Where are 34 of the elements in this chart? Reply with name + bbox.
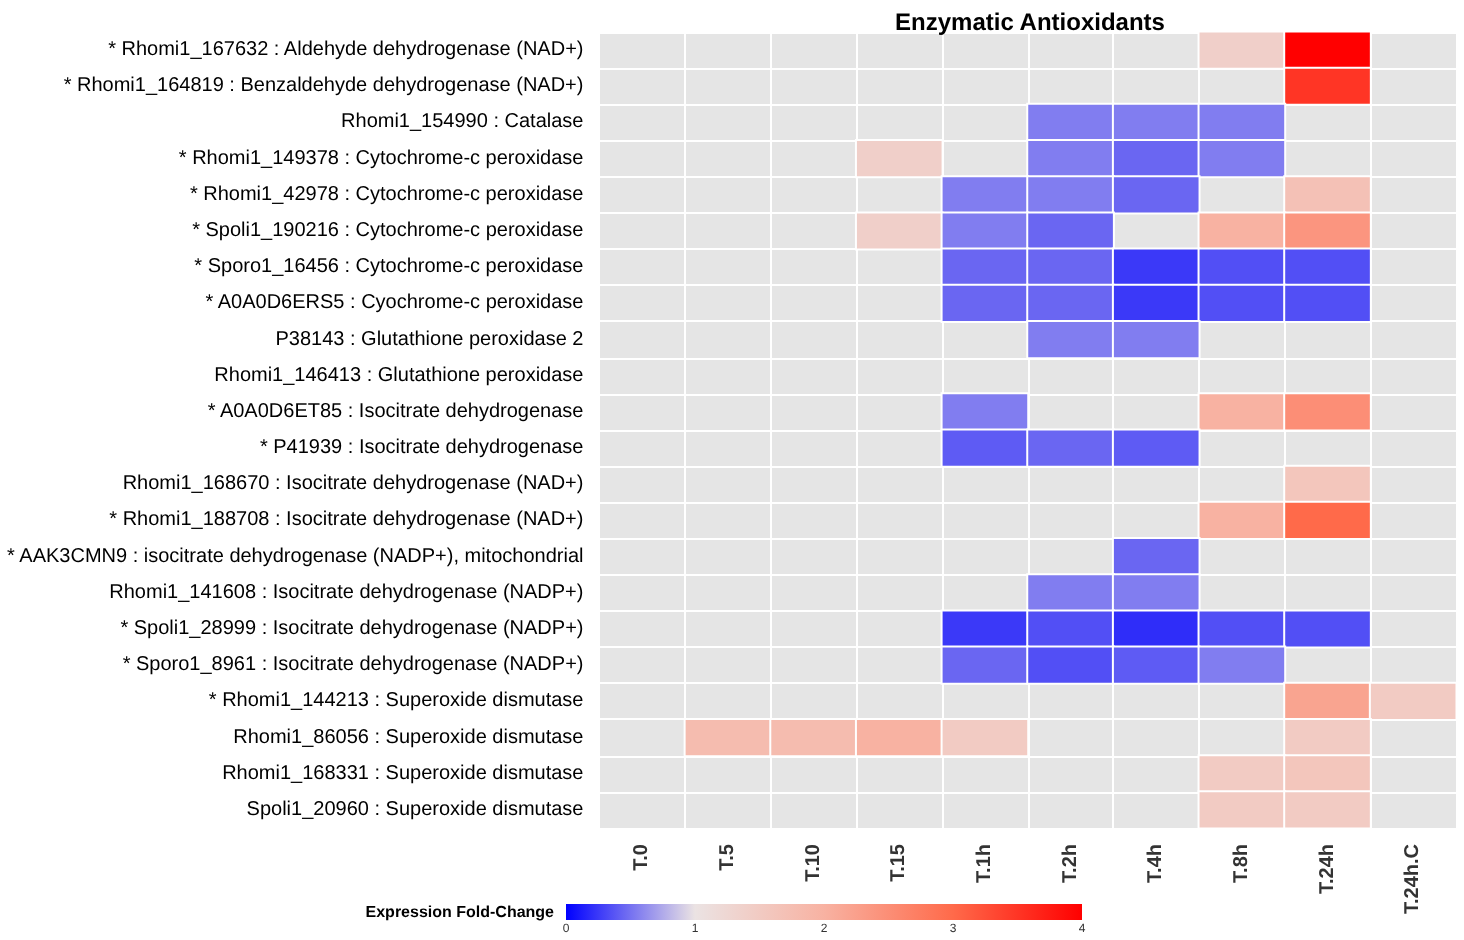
x-tick-label: T.4h [1145, 844, 1168, 883]
y-tick-label: * Rhomi1_167632 : Aldehyde dehydrogenase (NAD+) [108, 39, 584, 62]
y-tick-label: * AAK3CMN9 : isocitrate dehydrogenase (NADP+), mitochondrial [7, 545, 584, 568]
x-tick-label: T.24h [1316, 844, 1339, 895]
y-tick-label: * P41939 : Isocitrate dehydrogenase [259, 437, 585, 460]
y-tick-label: P38143 : Glutathione peroxidase 2 [275, 328, 585, 351]
y-tick-label: Rhomi1_86056 : Superoxide dismutase [233, 726, 585, 749]
y-tick-label: Rhomi1_146413 : Glutathione peroxidase [214, 364, 585, 387]
y-tick-label: * Rhomi1_149378 : Cytochrome-c peroxidase [178, 147, 585, 170]
x-tick-label: T.24h.C [1402, 844, 1425, 915]
y-tick-label: * Sporo1_8961 : Isocitrate dehydrogenase (NADP+) [122, 654, 584, 677]
color-bar-title: Expression Fold-Change [365, 903, 556, 921]
x-tick-label: T.10 [802, 843, 825, 882]
chart-title: Enzymatic Antioxidants [895, 8, 1166, 36]
x-tick-label: T.8h [1230, 844, 1253, 883]
x-tick-label: T.1h [973, 844, 996, 883]
y-tick-label: * Rhomi1_42978 : Cytochrome-c peroxidase [189, 183, 585, 206]
x-tick-label: T.0 [631, 843, 654, 871]
y-tick-label: * Rhomi1_144213 : Superoxide dismutase [208, 690, 585, 713]
y-tick-label: Rhomi1_168670 : Isocitrate dehydrogenase (NAD+) [122, 473, 584, 496]
y-tick-label: * Rhomi1_164819 : Benzaldehyde dehydrogenase (NAD+) [63, 75, 584, 98]
y-tick-label: * Spoli1_28999 : Isocitrate dehydrogenase (NADP+) [120, 618, 584, 640]
y-tick-label: * A0A0D6ERS5 : Cyochrome-c peroxidase [205, 292, 585, 315]
y-tick-label: Rhomi1_141608 : Isocitrate dehydrogenase (NADP+) [109, 581, 584, 604]
y-tick-label: Spoli1_20960 : Superoxide dismutase [246, 798, 585, 821]
y-tick-label: * Spoli1_190216 : Cytochrome-c peroxidase [192, 220, 585, 242]
y-tick-label: Rhomi1_168331 : Superoxide dismutase [222, 762, 585, 785]
x-tick-label: T.5 [716, 843, 739, 871]
y-tick-label: * Rhomi1_188708 : Isocitrate dehydrogenase (NAD+) [109, 509, 584, 532]
y-tick-label: * A0A0D6ET85 : Isocitrate dehydrogenase [207, 400, 585, 423]
x-tick-label: T.2h [1059, 844, 1082, 883]
y-tick-label: * Sporo1_16456 : Cytochrome-c peroxidase [194, 256, 585, 279]
y-tick-label: Rhomi1_154990 : Catalase [341, 111, 585, 134]
x-tick-label: T.15 [888, 843, 911, 882]
